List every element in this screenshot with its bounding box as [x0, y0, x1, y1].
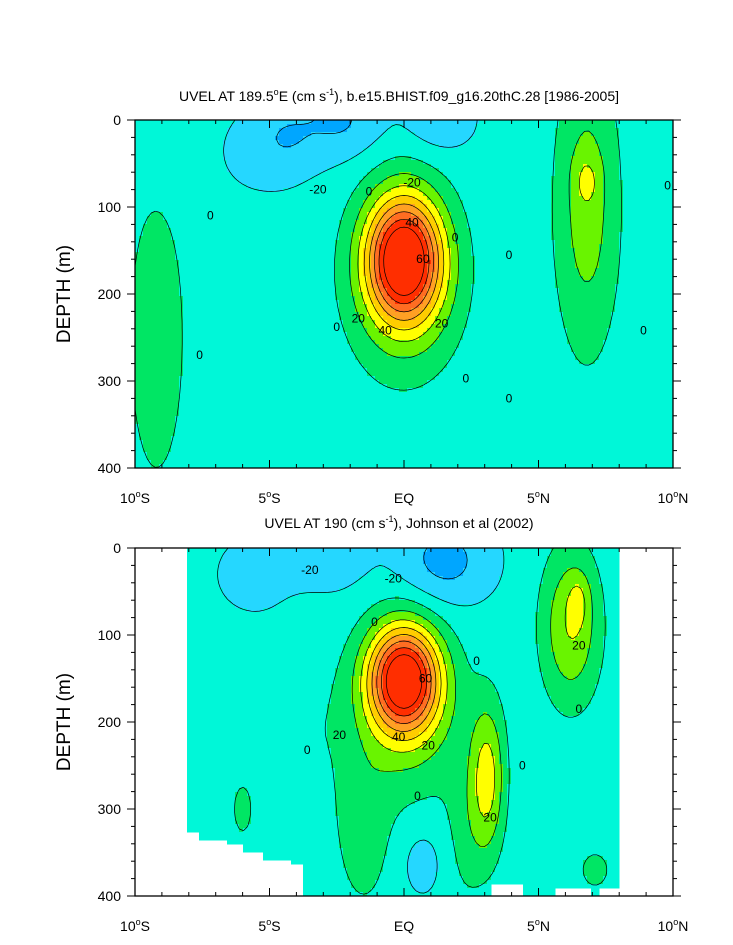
y-tick-label: 0 — [113, 540, 121, 556]
y-tick-label: 0 — [113, 112, 121, 128]
chart-bottom: UVEL AT 190 (cm s-1), Johnson et al (200… — [54, 514, 688, 934]
contour-label: 0 — [640, 324, 647, 338]
chart-bottom-title: UVEL AT 190 (cm s-1), Johnson et al (200… — [264, 514, 533, 531]
contour-line-60 — [381, 647, 427, 717]
contour-line-30 — [363, 195, 445, 331]
contour-label: 0 — [576, 702, 583, 716]
contour-line-10 — [349, 130, 606, 359]
y-tick-label: 300 — [98, 801, 122, 817]
y-tick-label: 100 — [98, 199, 122, 215]
contour-line-neg20 — [423, 548, 468, 580]
contour-label: 20 — [422, 738, 436, 752]
contour-line-60 — [378, 218, 430, 305]
y-tick-label: 200 — [98, 286, 122, 302]
contour-label: 0 — [664, 178, 671, 192]
contour-label: 0 — [452, 230, 459, 244]
y-tick-label: 200 — [98, 714, 122, 730]
contour-label: 0 — [207, 209, 214, 223]
contour-label: 40 — [405, 216, 419, 230]
chart-top: UVEL AT 189.5oE (cm s-1), b.e15.BHIST.f0… — [54, 87, 688, 506]
contour-label: 0 — [366, 184, 373, 198]
contour-label: 0 — [519, 759, 526, 773]
contour-line-50 — [376, 640, 432, 724]
chart-top-title: UVEL AT 189.5oE (cm s-1), b.e15.BHIST.f0… — [179, 87, 619, 104]
x-tick-label: 5oS — [258, 489, 280, 506]
chart-top-ylabel: DEPTH (m) — [54, 245, 75, 343]
x-tick-label: 5oN — [527, 917, 550, 934]
contour-line-0 — [135, 120, 622, 468]
y-tick-label: 400 — [98, 460, 122, 476]
contour-label: 0 — [506, 248, 513, 262]
contour-label: 0 — [304, 743, 311, 757]
x-tick-label: 10oS — [120, 917, 150, 934]
contour-label: 0 — [371, 615, 378, 629]
contour-label: 40 — [378, 324, 392, 338]
chart-top-contour-labels: -20 0 0 -20 40 0 0 60 0 20 40 20 0 0 0 0 0 — [196, 176, 671, 406]
contour-label: 0 — [473, 654, 480, 668]
contour-line-40 — [369, 203, 439, 321]
contour-label: 0 — [414, 789, 421, 803]
contour-line-70 — [383, 226, 425, 296]
x-tick-label: 10oN — [658, 489, 689, 506]
y-tick-label: 100 — [98, 627, 122, 643]
contour-line-40 — [371, 634, 437, 732]
x-tick-label: 10oN — [658, 917, 689, 934]
x-tick-label: EQ — [394, 490, 414, 506]
y-tick-label: 300 — [98, 373, 122, 389]
contour-label: 20 — [352, 311, 366, 325]
contour-label: 40 — [392, 730, 406, 744]
chart-bottom-contour-labels: -20 -20 0 0 20 60 0 20 40 20 0 0 0 20 — [301, 563, 586, 825]
x-tick-label: 10oS — [120, 489, 150, 506]
contour-label: 0 — [463, 371, 470, 385]
contour-line-20 — [357, 165, 595, 343]
contour-line-neg20 — [276, 120, 353, 148]
contour-label: 0 — [196, 348, 203, 362]
contour-label: 60 — [419, 672, 433, 686]
x-tick-label: 5oS — [258, 917, 280, 934]
contour-label: -20 — [309, 183, 327, 197]
contour-label: 0 — [333, 320, 340, 334]
contour-line-70 — [385, 654, 423, 709]
contour-line-20 — [360, 585, 586, 818]
contour-line-50 — [373, 211, 435, 313]
contour-line-0 — [234, 548, 608, 895]
x-tick-label: 5oN — [527, 489, 550, 506]
contour-line-10 — [351, 567, 593, 848]
y-tick-label: 400 — [98, 888, 122, 904]
contour-line-neg10 — [223, 120, 478, 192]
chart-bottom-field — [187, 548, 620, 896]
chart-bottom-ylabel: DEPTH (m) — [54, 673, 75, 771]
x-tick-label: EQ — [394, 918, 414, 934]
contour-label: 0 — [506, 391, 513, 405]
contour-label: 60 — [416, 252, 430, 266]
chart-top-field — [135, 120, 673, 468]
contour-label: 20 — [572, 638, 586, 652]
contour-line-30 — [366, 627, 442, 741]
contour-label: 20 — [483, 811, 497, 825]
contour-label: -20 — [385, 571, 403, 585]
contour-label: 20 — [333, 728, 347, 742]
contour-line-neg10 — [217, 548, 505, 894]
contour-label: -20 — [301, 563, 319, 577]
contour-label: 20 — [435, 317, 449, 331]
contour-label: -20 — [403, 176, 421, 190]
